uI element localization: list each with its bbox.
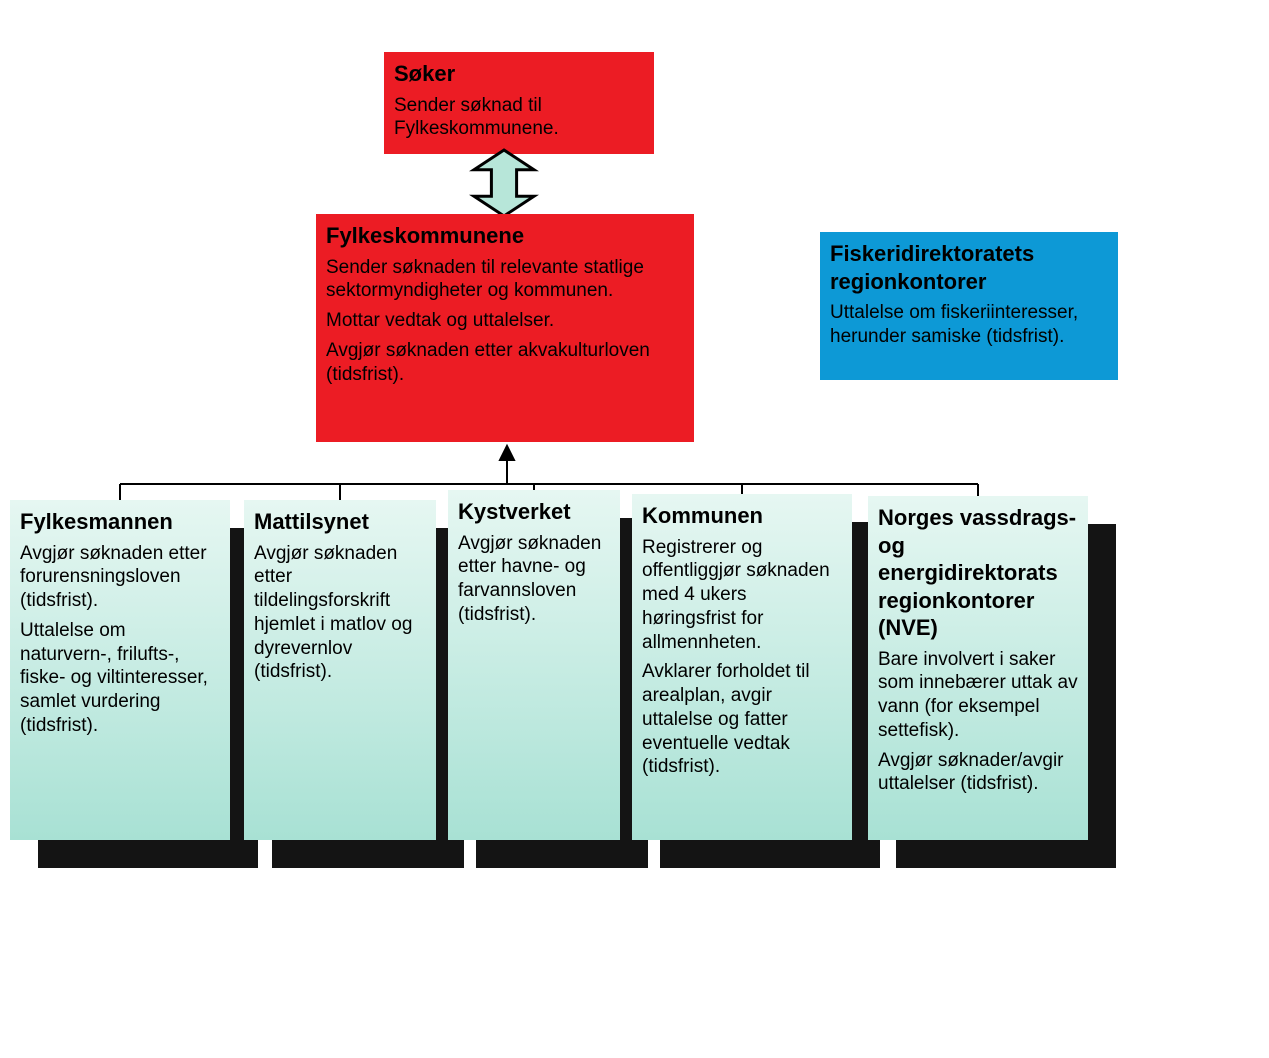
- node-fylkesmannen-body2: Uttalelse om naturvern-, frilufts-, fisk…: [20, 619, 220, 738]
- node-nve-body2: Avgjør søknader/avgir uttalelser (tidsfr…: [878, 749, 1078, 797]
- node-mattilsynet-title: Mattilsynet: [254, 508, 426, 536]
- node-kystverket-body1: Avgjør søknaden etter havne- og farvanns…: [458, 532, 610, 627]
- node-fylkesmannen-body1: Avgjør søknaden etter forurensningsloven…: [20, 542, 220, 613]
- node-kystverket-title: Kystverket: [458, 498, 610, 526]
- node-nve-title: Norges vassdrags- og energidirektorats r…: [878, 504, 1078, 642]
- node-kommunen-body1: Registrerer og offentliggjør søknaden me…: [642, 536, 842, 655]
- node-nve: Norges vassdrags- og energidirektorats r…: [868, 496, 1088, 840]
- node-kystverket: Kystverket Avgjør søknaden etter havne- …: [448, 490, 620, 840]
- node-nve-body1: Bare involvert i saker som innebærer utt…: [878, 648, 1078, 743]
- node-kommunen: Kommunen Registrerer og offentliggjør sø…: [632, 494, 852, 840]
- node-mattilsynet-body1: Avgjør søknaden etter tildelingsforskrif…: [254, 542, 426, 685]
- node-fylkesmannen: Fylkesmannen Avgjør søknaden etter forur…: [10, 500, 230, 840]
- node-kommunen-body2: Avklarer forholdet til arealplan, avgir …: [642, 660, 842, 779]
- node-kommunen-title: Kommunen: [642, 502, 842, 530]
- node-fylkesmannen-title: Fylkesmannen: [20, 508, 220, 536]
- node-mattilsynet: Mattilsynet Avgjør søknaden etter tildel…: [244, 500, 436, 840]
